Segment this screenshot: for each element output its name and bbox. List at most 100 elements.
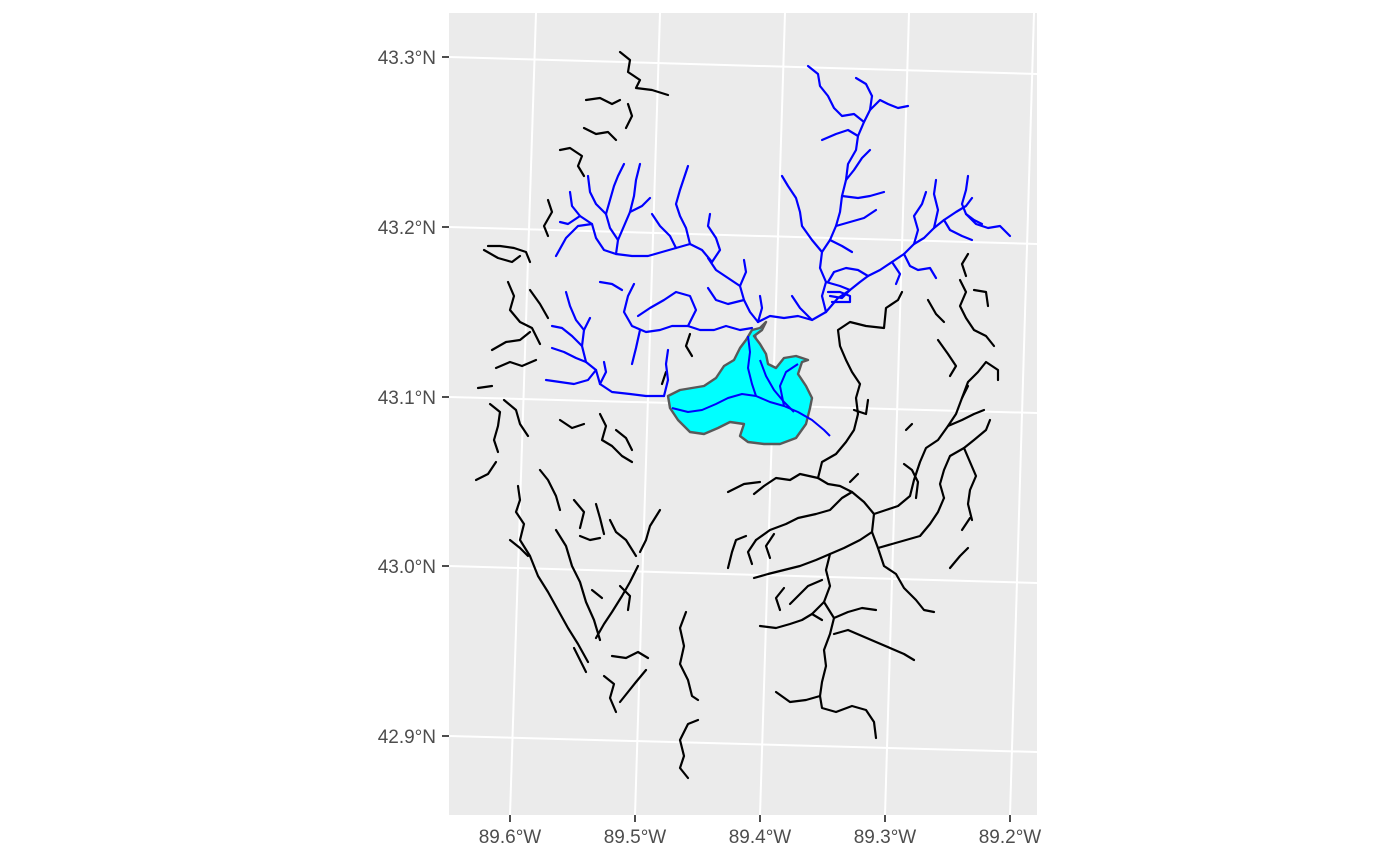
graticule-lon-89-6 [509, 12, 537, 816]
flowline [832, 606, 878, 620]
upstream-flowline [868, 98, 910, 112]
y-axis-ticks [442, 56, 449, 737]
flowline [726, 480, 762, 494]
y-tick-label: 43.0°N [378, 557, 436, 578]
flowline [554, 528, 602, 642]
upstream-flowline [568, 190, 714, 264]
x-tick-label: 89.4°W [729, 827, 792, 848]
flowline [490, 330, 532, 352]
flowline [936, 338, 958, 378]
flowline [788, 578, 824, 606]
other-flowlines [474, 50, 1000, 780]
flowline [678, 610, 700, 702]
flowline [610, 650, 650, 660]
upstream-flowline [834, 208, 878, 228]
lake-polygon [666, 320, 814, 446]
upstream-flowline [826, 266, 870, 284]
flowline [514, 484, 590, 664]
flowline [958, 278, 996, 348]
flowline [558, 418, 586, 430]
upstream-flowline [756, 196, 974, 324]
upstream-flowline [780, 174, 824, 254]
upstream-flowline [706, 256, 742, 288]
flowline [972, 288, 990, 308]
flowline [960, 516, 972, 532]
lake-flowline [759, 359, 795, 413]
flowline [832, 628, 916, 662]
flowline [584, 96, 622, 106]
x-axis: 89.6°W 89.5°W 89.4°W 89.3°W 89.2°W [479, 815, 1041, 848]
flowline [638, 508, 662, 554]
graticule-lon-89-2 [1009, 12, 1035, 816]
flowline [678, 718, 700, 780]
flowline [872, 360, 1000, 516]
upstream-flowline [820, 128, 860, 142]
upstream-flowline [586, 174, 608, 216]
flowline [614, 428, 634, 452]
flowline [474, 460, 498, 482]
flowline [528, 288, 550, 320]
upstream-flowline [964, 212, 1012, 238]
y-tick-label: 43.1°N [378, 388, 436, 409]
upstream-flowline [604, 162, 626, 242]
flowline [558, 146, 586, 178]
x-axis-ticks [509, 815, 1011, 822]
flowline [618, 668, 648, 704]
upstream-flowline [840, 190, 886, 200]
flowline [660, 370, 668, 386]
flowline [542, 198, 554, 238]
flowline [774, 690, 822, 704]
flowline [538, 468, 562, 512]
upstream-flowline [828, 238, 854, 254]
flowline [726, 534, 748, 570]
flowline [494, 358, 538, 370]
flowline [848, 472, 860, 484]
upstream-flowline [650, 212, 678, 250]
x-tick-label: 89.3°W [854, 827, 917, 848]
upstream-flowline [818, 94, 874, 314]
y-tick-label: 43.3°N [378, 48, 436, 69]
upstream-flowline [790, 294, 814, 322]
flowline [506, 280, 542, 346]
upstream-flowline [826, 290, 852, 304]
graticule-lat-42-9 [448, 735, 1038, 753]
flowline [816, 290, 904, 480]
upstream-flowline [932, 178, 940, 230]
upstream-flowline [942, 218, 974, 242]
upstream-flowline [550, 324, 584, 348]
graticule-lat-43-2 [448, 226, 1038, 245]
upstream-flowline [580, 316, 666, 398]
flowline [684, 332, 694, 358]
upstream-flowline [828, 288, 852, 300]
flowline [502, 398, 530, 438]
upstream-flowline [564, 290, 586, 332]
y-tick-label: 42.9°N [378, 727, 436, 748]
y-tick-label: 43.2°N [378, 218, 436, 239]
x-tick-label: 89.5°W [604, 827, 667, 848]
flowline [962, 446, 978, 522]
flowline [938, 418, 992, 500]
upstream-flowline [550, 346, 588, 364]
lake-flowlines [671, 335, 831, 437]
upstream-flowline [554, 222, 594, 258]
upstream-flowline [544, 368, 598, 386]
upstream-flowline [738, 258, 760, 324]
flowline [508, 538, 530, 558]
upstream-flowline [706, 212, 722, 264]
upstream-flowline [756, 294, 764, 324]
y-axis: 43.3°N 43.2°N 43.1°N 43.0°N 42.9°N [378, 48, 449, 748]
flowline [754, 490, 854, 542]
flowline [774, 586, 786, 612]
upstream-flowline [674, 164, 692, 246]
upstream-flowline [628, 196, 652, 214]
flowline [746, 538, 758, 566]
flowline [810, 612, 824, 622]
flowline [488, 402, 502, 454]
flowline [926, 298, 946, 324]
flowline [572, 498, 586, 530]
flowline [582, 126, 618, 142]
flowline [572, 646, 588, 674]
flowline [752, 530, 874, 580]
flowline [946, 408, 986, 428]
